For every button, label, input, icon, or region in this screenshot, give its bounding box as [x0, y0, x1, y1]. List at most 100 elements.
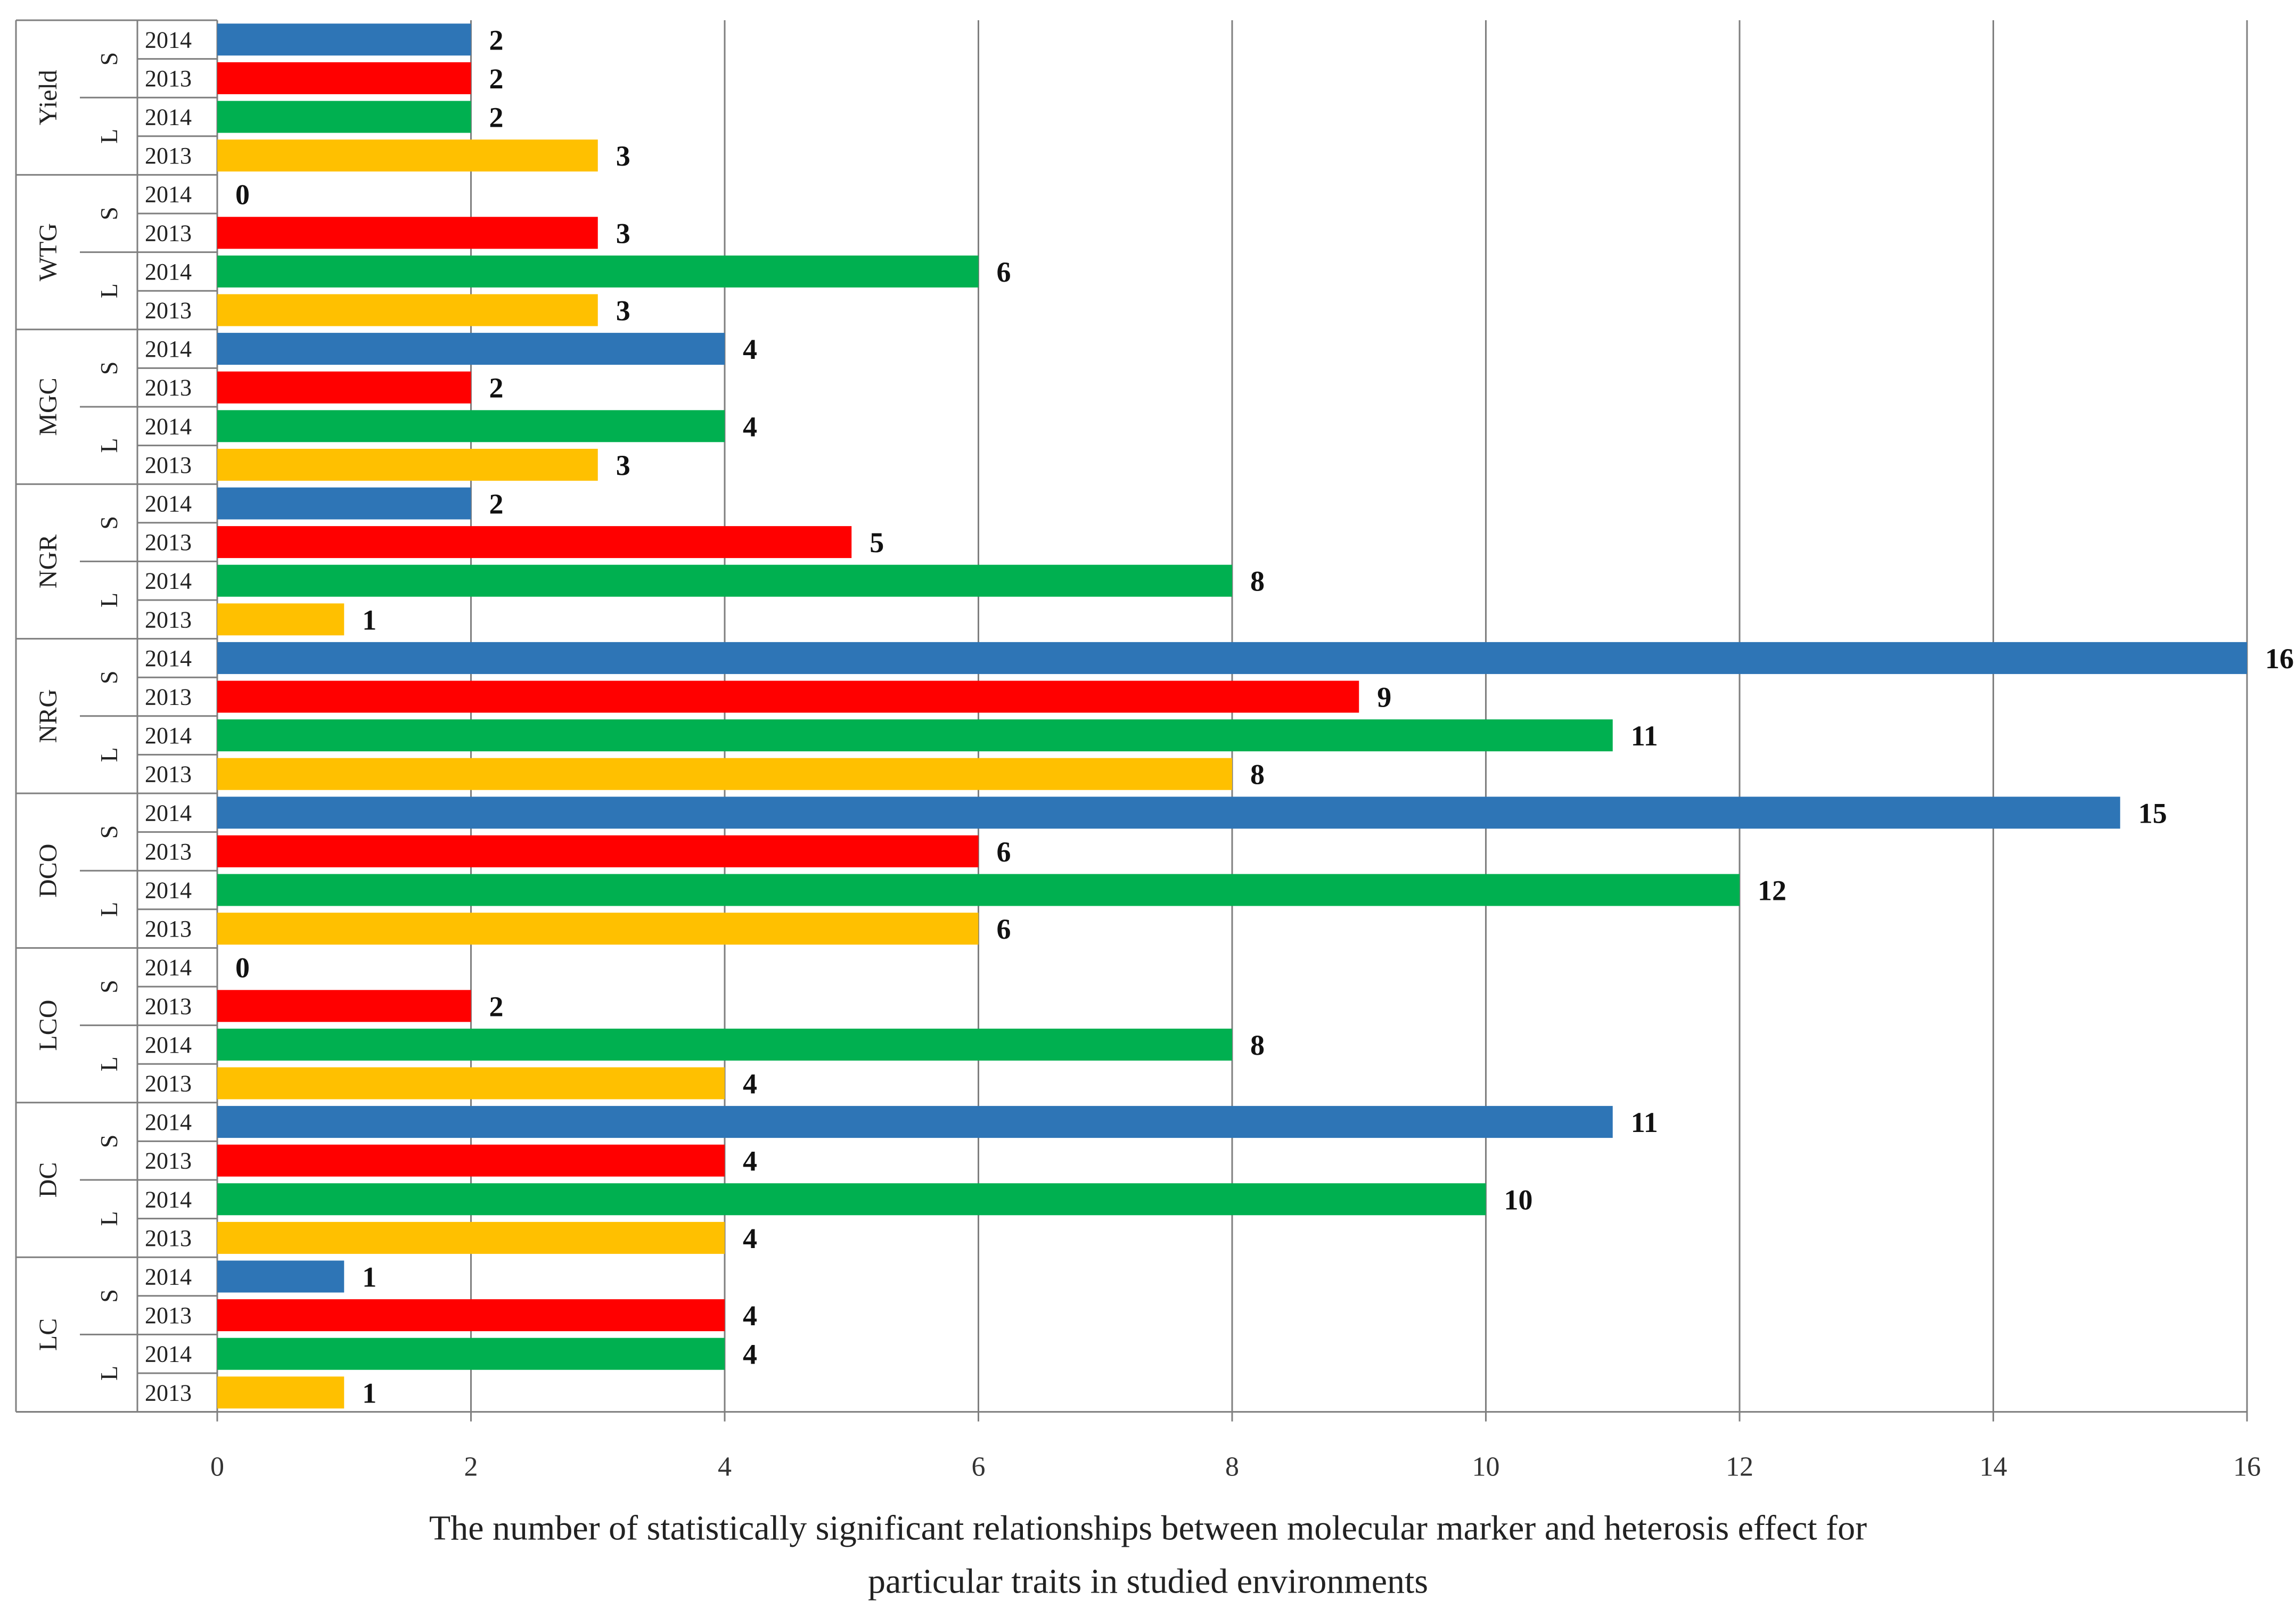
year-label: 2013 — [145, 1071, 192, 1097]
data-label: 1 — [362, 1261, 376, 1293]
year-label: 2013 — [145, 220, 192, 246]
year-label: 2013 — [145, 993, 192, 1019]
trait-label: DCO — [34, 844, 62, 898]
bar-lco-l-2014 — [217, 1028, 1232, 1061]
year-label: 2013 — [145, 529, 192, 555]
year-label: 2014 — [145, 182, 192, 208]
bar-wtg-s-2013 — [217, 217, 598, 249]
location-label: L — [95, 747, 122, 762]
trait-label: WTG — [34, 223, 62, 281]
location-label: L — [95, 1211, 122, 1226]
year-label: 2013 — [145, 684, 192, 710]
trait-label: NRG — [34, 689, 62, 743]
year-label: 2014 — [145, 259, 192, 285]
year-label: 2013 — [145, 1148, 192, 1174]
location-label: L — [95, 129, 122, 144]
location-label: L — [95, 1056, 122, 1071]
data-label: 4 — [743, 333, 757, 365]
location-label: S — [95, 1135, 122, 1148]
x-tick-label: 6 — [972, 1452, 986, 1482]
bar-wtg-l-2013 — [217, 294, 598, 326]
bar-ngr-s-2014 — [217, 487, 471, 520]
bar-lco-s-2013 — [217, 990, 471, 1022]
year-label: 2013 — [145, 916, 192, 942]
x-tick-label: 0 — [210, 1452, 224, 1482]
x-tick-label: 14 — [1980, 1452, 2007, 1482]
x-tick-label: 12 — [1726, 1452, 1753, 1482]
bar-dco-l-2014 — [217, 874, 1740, 906]
year-label: 2013 — [145, 761, 192, 787]
bar-lc-s-2013 — [217, 1299, 725, 1332]
year-label: 2014 — [145, 1186, 192, 1212]
bar-nrg-l-2014 — [217, 719, 1613, 752]
bar-dc-s-2013 — [217, 1144, 725, 1177]
bar-mgc-l-2014 — [217, 410, 725, 442]
data-label: 0 — [235, 952, 250, 984]
x-axis-title: particular traits in studied environment… — [868, 1562, 1428, 1601]
year-label: 2014 — [145, 723, 192, 749]
year-label: 2013 — [145, 1225, 192, 1251]
trait-label: LC — [34, 1318, 62, 1351]
year-label: 2014 — [145, 955, 192, 981]
data-label: 1 — [362, 1377, 376, 1409]
data-label: 5 — [870, 527, 884, 559]
data-label: 4 — [743, 411, 757, 442]
data-label: 9 — [1377, 682, 1391, 713]
location-label: S — [95, 362, 122, 375]
year-label: 2013 — [145, 375, 192, 401]
trait-label: Yield — [34, 70, 62, 125]
data-label: 4 — [743, 1068, 757, 1100]
data-label: 0 — [235, 179, 250, 211]
bar-dc-s-2014 — [217, 1106, 1613, 1138]
bar-yield-l-2014 — [217, 101, 471, 133]
bar-nrg-l-2013 — [217, 758, 1232, 790]
year-label: 2014 — [145, 800, 192, 826]
data-label: 2 — [489, 990, 504, 1022]
bar-lco-l-2013 — [217, 1067, 725, 1100]
bar-yield-s-2013 — [217, 62, 471, 94]
bar-nrg-s-2013 — [217, 680, 1359, 713]
x-tick-label: 16 — [2233, 1452, 2261, 1482]
location-label: L — [95, 438, 122, 453]
year-label: 2014 — [145, 645, 192, 671]
bar-ngr-l-2013 — [217, 603, 345, 636]
data-label: 2 — [489, 488, 504, 520]
year-label: 2014 — [145, 491, 192, 517]
data-label: 6 — [997, 256, 1011, 288]
location-label: S — [95, 207, 122, 220]
location-label: L — [95, 283, 122, 298]
trait-label: MGC — [34, 378, 62, 436]
bar-mgc-s-2014 — [217, 333, 725, 365]
bar-wtg-l-2014 — [217, 255, 979, 288]
bar-yield-l-2013 — [217, 140, 598, 172]
data-label: 3 — [616, 295, 630, 327]
bar-mgc-l-2013 — [217, 448, 598, 481]
year-label: 2014 — [145, 1109, 192, 1135]
data-label: 11 — [1631, 1106, 1658, 1138]
location-label: S — [95, 52, 122, 66]
year-label: 2014 — [145, 877, 192, 904]
trait-label: NGR — [34, 535, 62, 588]
location-label: S — [95, 516, 122, 530]
data-label: 2 — [489, 102, 504, 134]
bar-lc-l-2013 — [217, 1376, 345, 1409]
data-label: 2 — [489, 63, 504, 95]
location-label: S — [95, 825, 122, 839]
data-label: 3 — [616, 217, 630, 249]
year-label: 2013 — [145, 1302, 192, 1328]
data-label: 15 — [2138, 797, 2167, 829]
bar-mgc-s-2013 — [217, 371, 471, 404]
data-label: 3 — [616, 140, 630, 172]
year-label: 2014 — [145, 1264, 192, 1290]
data-label: 11 — [1631, 720, 1658, 752]
data-label: 16 — [2265, 643, 2294, 675]
location-label: S — [95, 670, 122, 684]
x-tick-label: 8 — [1225, 1452, 1239, 1482]
bar-nrg-s-2014 — [217, 642, 2247, 674]
data-label: 6 — [997, 836, 1011, 868]
data-label: 10 — [1504, 1184, 1533, 1216]
year-label: 2013 — [145, 143, 192, 169]
data-label: 4 — [743, 1145, 757, 1177]
